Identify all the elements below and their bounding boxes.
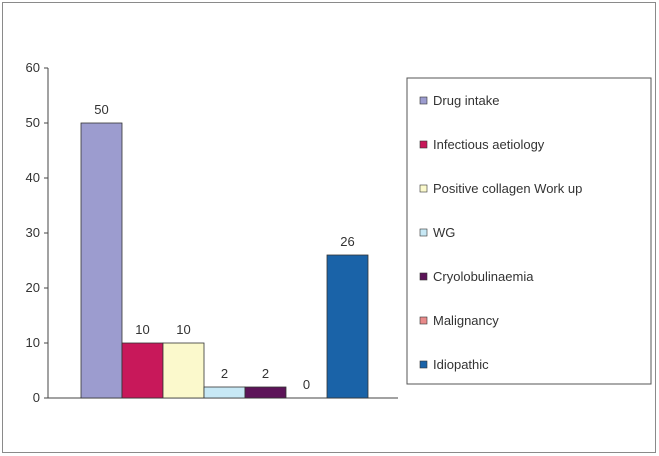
legend-swatch [419,140,428,149]
legend-label: Malignancy [433,313,499,328]
legend-label: Infectious aetiology [433,137,545,152]
legend: Drug intake Infectious aetiology Positive … [406,77,652,385]
legend-swatch [419,360,428,369]
bar-1 [121,342,164,399]
y-tick-label: 20 [26,280,40,295]
legend-label: WG [433,225,455,240]
legend-label: Drug intake [433,93,499,108]
data-label: 2 [221,366,228,381]
bar-series: 50 10 10 2 2 0 26 [80,102,369,399]
data-label: 50 [94,102,108,117]
bar-0 [80,122,123,399]
y-tick-label: 40 [26,170,40,185]
bar-6 [326,254,369,399]
y-tick-label: 30 [26,225,40,240]
legend-swatch [419,316,428,325]
legend-label: Idiopathic [433,357,489,372]
legend-swatch [419,184,428,193]
legend-box [406,77,652,385]
data-label: 10 [135,322,149,337]
legend-label: Cryolobulinaemia [433,269,534,284]
y-tick-label: 0 [33,390,40,405]
y-tick-label: 10 [26,335,40,350]
data-label: 2 [262,366,269,381]
bar-2 [162,342,205,399]
y-tick-label: 60 [26,60,40,75]
y-tick-label: 50 [26,115,40,130]
bar-4 [244,386,287,399]
data-label: 26 [340,234,354,249]
data-label: 0 [303,377,310,392]
legend-swatch [419,96,428,105]
legend-swatch [419,272,428,281]
data-label: 10 [176,322,190,337]
legend-swatch [419,228,428,237]
legend-label: Positive collagen Work up [433,181,582,196]
bar-3 [203,386,246,399]
